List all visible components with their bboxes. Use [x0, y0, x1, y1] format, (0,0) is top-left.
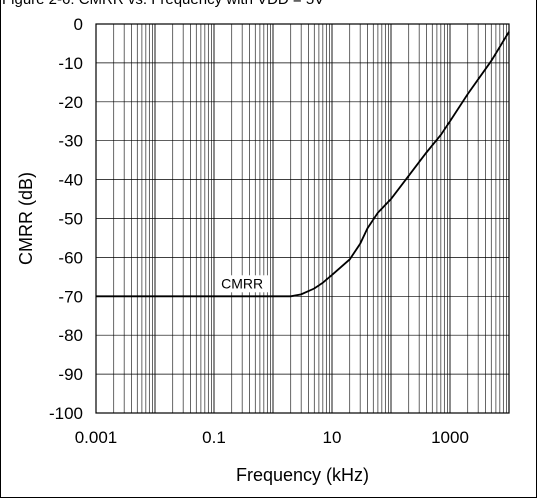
annotation-background	[216, 275, 269, 293]
y-tick-label: -100	[49, 404, 83, 423]
y-tick-label: -20	[58, 93, 83, 112]
x-axis-label: Frequency (kHz)	[236, 465, 369, 485]
plot-border	[95, 23, 510, 414]
y-tick-label: -30	[58, 132, 83, 151]
y-tick-label: -90	[58, 365, 83, 384]
y-tick-labels: 0 -10 -20 -30 -40 -50 -60 -70 -80 -90 -100	[49, 15, 83, 423]
grid	[95, 23, 509, 414]
series-line-cmrr	[96, 31, 510, 298]
figure-caption: Figure 2-6: CMRR vs. Frequency with VDD …	[2, 0, 324, 8]
x-tick-label: 10	[323, 428, 342, 447]
x-tick-label: 0.001	[75, 428, 118, 447]
y-tick-label: -50	[58, 210, 83, 229]
y-tick-label: 0	[74, 15, 83, 34]
y-tick-label: -40	[58, 171, 83, 190]
y-axis-label: CMRR (dB)	[16, 172, 36, 265]
series-annotation-cmrr: CMRR	[221, 275, 263, 291]
y-tick-label: -80	[58, 326, 83, 345]
x-tick-label: 1000	[431, 428, 469, 447]
x-tick-labels: 0.001 0.1 10 1000	[75, 428, 469, 447]
y-tick-label: -10	[58, 54, 83, 73]
y-tick-label: -60	[58, 248, 83, 267]
y-tick-label: -70	[58, 287, 83, 306]
x-tick-label: 0.1	[202, 428, 226, 447]
